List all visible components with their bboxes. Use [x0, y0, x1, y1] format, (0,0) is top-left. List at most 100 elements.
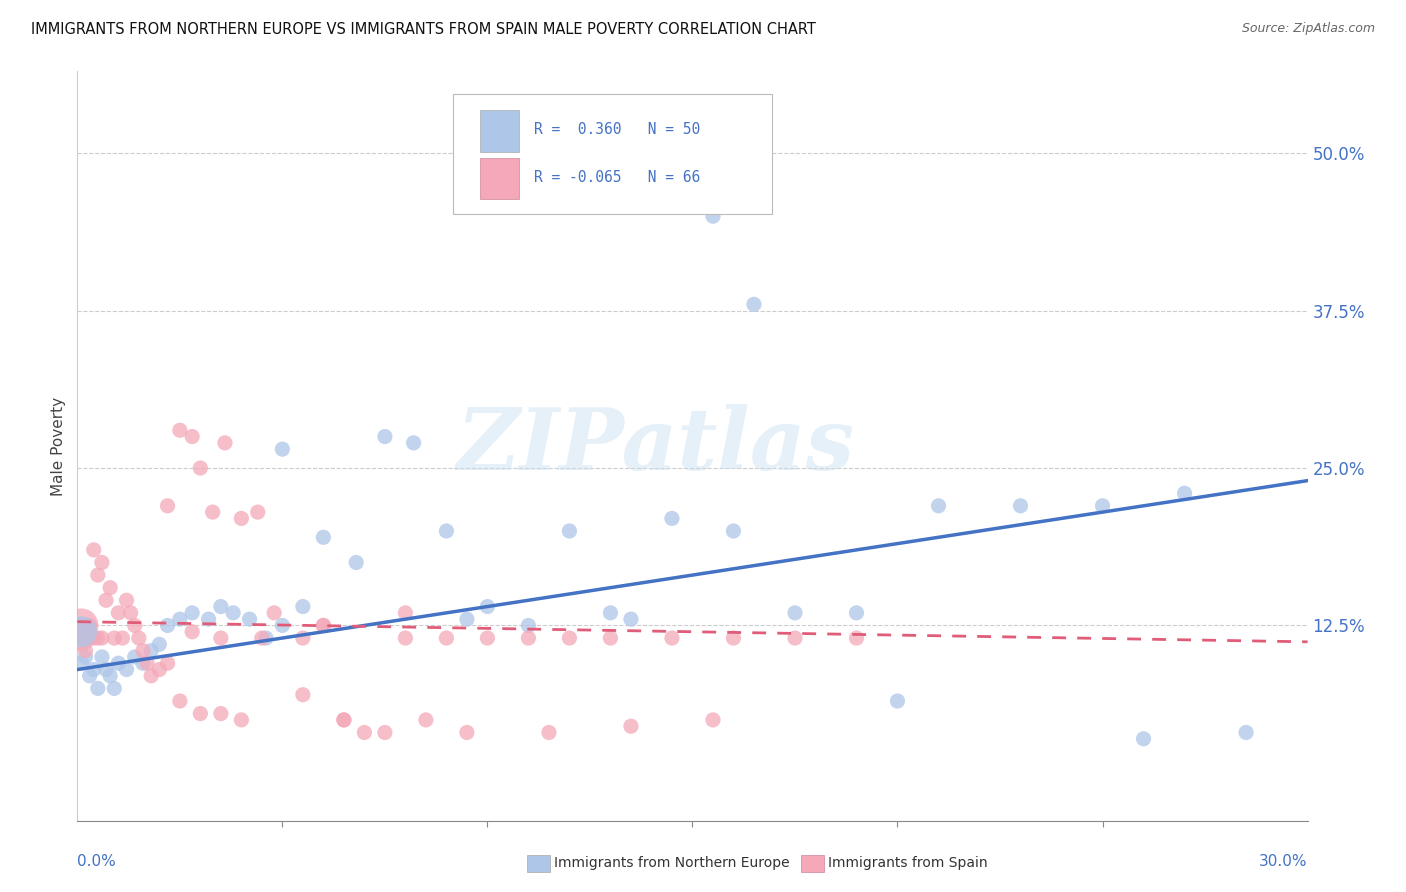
Point: [394, 606, 416, 620]
Point: [103, 681, 125, 696]
Point: [83, 542, 105, 557]
Point: [231, 713, 253, 727]
Point: [723, 631, 745, 645]
Text: R =  0.360   N = 50: R = 0.360 N = 50: [534, 122, 700, 137]
Point: [75, 643, 97, 657]
Point: [558, 524, 581, 538]
Point: [188, 461, 212, 475]
Point: [107, 606, 129, 620]
Point: [214, 435, 236, 450]
Point: [599, 606, 621, 620]
Point: [107, 657, 129, 671]
Text: IMMIGRANTS FROM NORTHERN EUROPE VS IMMIGRANTS FROM SPAIN MALE POVERTY CORRELATIO: IMMIGRANTS FROM NORTHERN EUROPE VS IMMIG…: [31, 22, 815, 37]
Text: 0.0%: 0.0%: [77, 855, 117, 870]
Point: [620, 719, 643, 733]
Point: [246, 505, 269, 519]
Point: [156, 499, 179, 513]
Point: [124, 649, 146, 664]
Text: Source: ZipAtlas.com: Source: ZipAtlas.com: [1241, 22, 1375, 36]
Point: [1132, 731, 1154, 746]
Text: Immigrants from Spain: Immigrants from Spain: [828, 856, 988, 871]
Point: [181, 624, 204, 639]
Point: [70, 624, 93, 639]
Point: [558, 631, 581, 645]
Point: [90, 631, 114, 645]
Point: [75, 649, 97, 664]
Point: [436, 631, 458, 645]
FancyBboxPatch shape: [479, 158, 519, 199]
Text: 30.0%: 30.0%: [1260, 855, 1308, 870]
Point: [87, 631, 110, 645]
Point: [291, 688, 314, 702]
Point: [620, 612, 643, 626]
Point: [132, 657, 155, 671]
Point: [402, 435, 425, 450]
Point: [181, 429, 204, 443]
Point: [1234, 725, 1257, 739]
Point: [517, 631, 540, 645]
Point: [79, 669, 101, 683]
Point: [115, 593, 138, 607]
Point: [1010, 499, 1032, 513]
Point: [231, 511, 253, 525]
Point: [124, 618, 146, 632]
Point: [70, 618, 93, 632]
Point: [94, 593, 117, 607]
Point: [537, 725, 560, 739]
Point: [312, 530, 335, 544]
Point: [312, 618, 335, 632]
Point: [201, 505, 224, 519]
Text: R = -0.065   N = 66: R = -0.065 N = 66: [534, 169, 700, 185]
Point: [169, 694, 191, 708]
FancyBboxPatch shape: [453, 94, 772, 214]
Point: [79, 618, 101, 632]
Point: [271, 618, 294, 632]
Point: [141, 669, 163, 683]
Point: [75, 631, 97, 645]
Point: [181, 606, 204, 620]
Point: [333, 713, 356, 727]
Point: [83, 663, 105, 677]
Point: [312, 618, 335, 632]
Point: [169, 423, 191, 437]
Point: [702, 209, 724, 223]
Y-axis label: Male Poverty: Male Poverty: [51, 396, 66, 496]
Point: [239, 612, 262, 626]
Point: [436, 524, 458, 538]
Point: [1174, 486, 1197, 500]
Point: [111, 631, 134, 645]
Point: [136, 657, 159, 671]
Point: [94, 663, 117, 677]
Point: [250, 631, 273, 645]
Point: [886, 694, 908, 708]
Point: [222, 606, 245, 620]
Point: [188, 706, 212, 721]
Point: [456, 612, 478, 626]
Point: [723, 524, 745, 538]
Point: [197, 612, 219, 626]
Point: [702, 713, 724, 727]
Point: [98, 581, 121, 595]
Point: [83, 631, 105, 645]
Text: Immigrants from Northern Europe: Immigrants from Northern Europe: [554, 856, 790, 871]
Point: [87, 681, 110, 696]
Point: [928, 499, 950, 513]
Point: [120, 606, 142, 620]
Point: [477, 599, 499, 614]
Point: [374, 725, 396, 739]
Point: [115, 663, 138, 677]
Point: [845, 631, 868, 645]
Point: [132, 643, 155, 657]
Point: [169, 612, 191, 626]
Point: [344, 556, 367, 570]
Point: [661, 511, 683, 525]
Point: [1091, 499, 1114, 513]
Point: [148, 637, 170, 651]
Point: [209, 631, 232, 645]
Point: [415, 713, 437, 727]
Point: [263, 606, 285, 620]
Point: [90, 649, 114, 664]
Point: [333, 713, 356, 727]
Point: [845, 606, 868, 620]
Point: [156, 618, 179, 632]
